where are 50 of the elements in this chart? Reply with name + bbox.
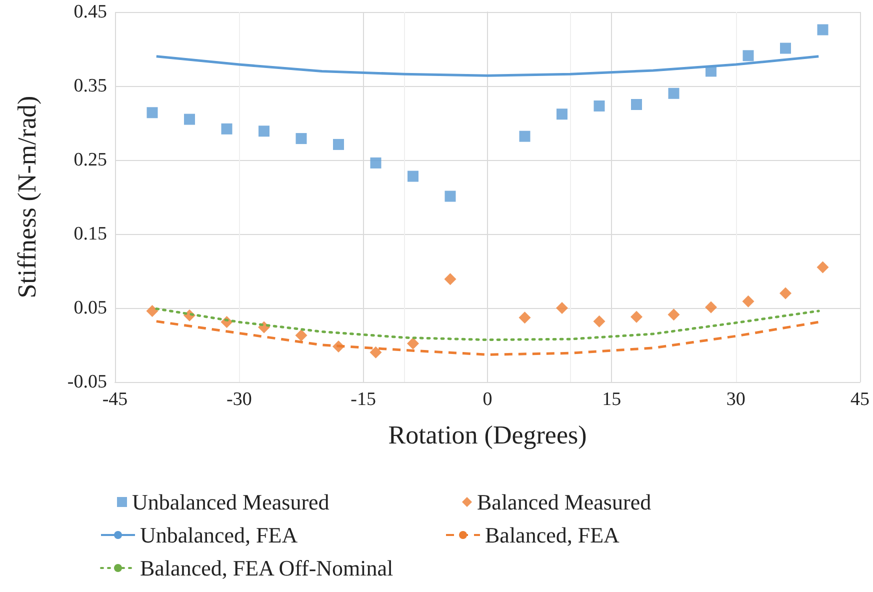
point (295, 329, 308, 342)
point (631, 99, 642, 110)
point (816, 261, 829, 274)
legend-label: Balanced Measured (477, 490, 652, 514)
y-tick-label: 0.35 (74, 76, 107, 96)
x-axis-title: Rotation (Degrees) (388, 420, 587, 450)
point (742, 295, 754, 308)
point (370, 157, 382, 168)
point (407, 338, 419, 350)
point (146, 304, 158, 317)
point (780, 287, 792, 300)
y-tick-label: 0.25 (74, 150, 107, 170)
point (258, 126, 270, 137)
point (370, 346, 382, 358)
point (444, 273, 456, 286)
point (668, 88, 680, 99)
point (817, 24, 828, 36)
x-tick-label: -15 (350, 389, 376, 410)
x-tick-label: -30 (226, 389, 252, 410)
point (519, 130, 530, 142)
point (593, 315, 606, 328)
point (333, 138, 344, 150)
y-tick-label: 0.15 (74, 224, 107, 244)
point (296, 133, 307, 144)
point (146, 107, 158, 118)
point (668, 308, 680, 321)
y-tick-label: 0.45 (74, 2, 107, 22)
x-tick-label: 15 (602, 389, 622, 410)
point (184, 114, 195, 125)
point (780, 42, 791, 54)
x-tick-label: 45 (850, 389, 870, 410)
y-tick-label: 0.05 (74, 298, 107, 318)
line-series (155, 320, 820, 356)
x-tick-label: 30 (726, 389, 746, 410)
point (630, 310, 642, 323)
legend-label: Balanced, FEA Off-Nominal (140, 556, 394, 580)
legend-label: Unbalanced, FEA (140, 522, 298, 548)
legend-label: Unbalanced Measured (132, 490, 330, 514)
point (594, 100, 605, 112)
y-axis-title: Stiffness (N-m/rad) (12, 96, 42, 298)
x-tick-label: 0 (482, 389, 492, 410)
legend-label: Balanced, FEA (485, 522, 620, 548)
point (221, 123, 232, 134)
point (518, 312, 531, 324)
point (556, 108, 568, 120)
point (408, 170, 418, 182)
point (742, 50, 754, 62)
point (556, 302, 568, 314)
point (444, 190, 456, 202)
point (705, 301, 717, 314)
